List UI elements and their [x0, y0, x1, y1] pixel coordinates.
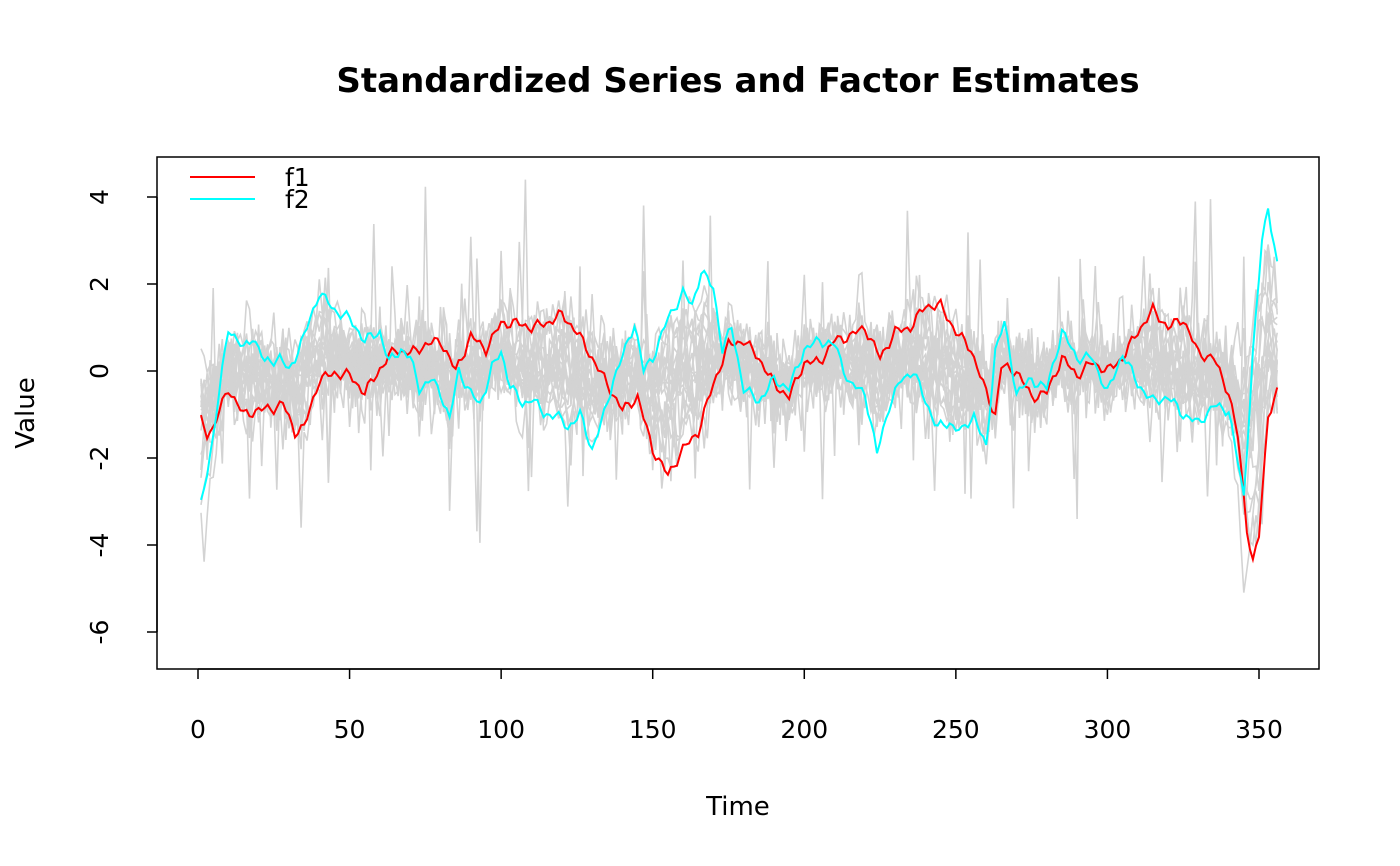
x-tick-label: 200 — [780, 715, 828, 744]
x-tick-label: 300 — [1084, 715, 1132, 744]
series-line-f1 — [200, 297, 1279, 564]
x-tick-label: 100 — [477, 715, 525, 744]
x-axis: 0 50 100 150 200 250 300 350 — [190, 668, 1283, 744]
background-series — [200, 179, 1278, 593]
y-tick-label: 0 — [85, 363, 114, 379]
y-tick-label: 4 — [85, 189, 114, 205]
x-tick-label: 350 — [1235, 715, 1283, 744]
y-tick-label: 2 — [85, 276, 114, 292]
y-tick-label: -4 — [85, 533, 114, 558]
legend-label-f1: f1 — [285, 163, 310, 192]
y-axis-label: Value — [11, 377, 41, 448]
legend-label-f2: f2 — [285, 185, 310, 214]
background-series-line — [200, 179, 1278, 469]
chart-title: Standardized Series and Factor Estimates — [336, 61, 1139, 101]
x-axis-label: Time — [705, 792, 770, 822]
series-line-f2 — [200, 208, 1279, 501]
factor-series — [200, 208, 1279, 564]
y-axis: 4 2 0 -2 -4 -6 — [85, 189, 158, 645]
x-tick-label: 150 — [629, 715, 677, 744]
x-tick-label: 0 — [190, 715, 206, 744]
y-tick-label: -2 — [85, 446, 114, 471]
x-tick-label: 250 — [932, 715, 980, 744]
y-tick-label: -6 — [85, 620, 114, 645]
x-tick-label: 50 — [334, 715, 366, 744]
